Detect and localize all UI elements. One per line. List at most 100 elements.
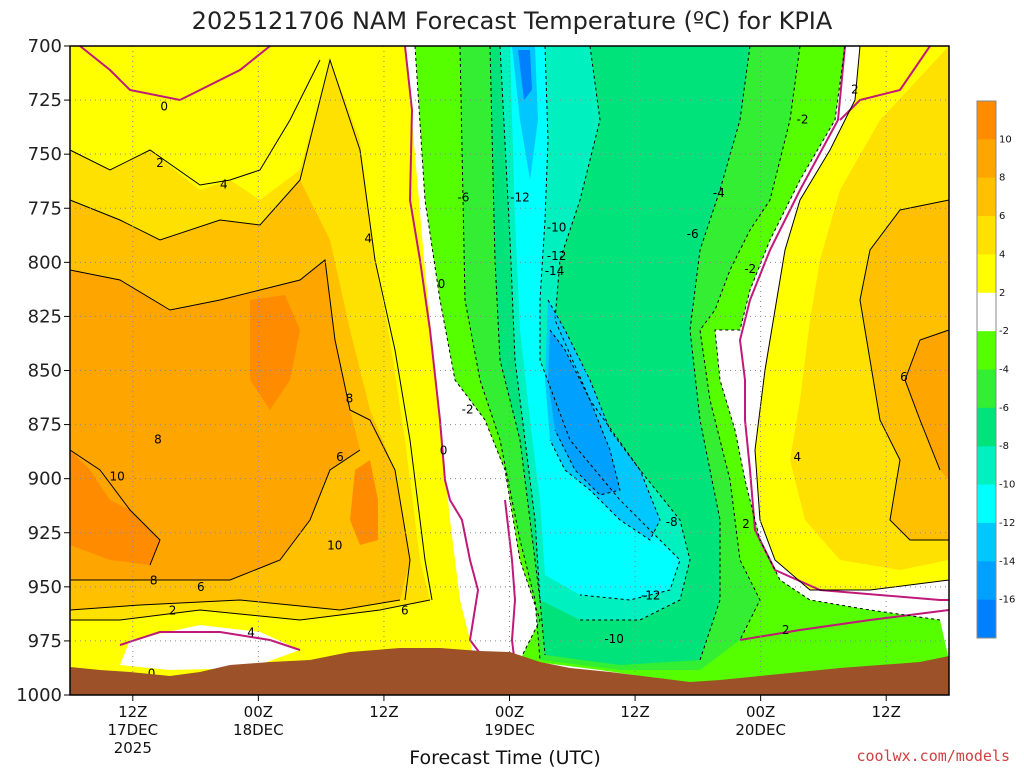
colorbar-swatch bbox=[977, 599, 996, 639]
contour-label: 2 bbox=[782, 623, 790, 637]
contour-label: 0 bbox=[160, 100, 168, 114]
x-tick-label: 00Z bbox=[244, 703, 273, 721]
contour-label: -10 bbox=[604, 632, 624, 646]
warm-region-10c bbox=[70, 450, 160, 565]
contour-label: 4 bbox=[364, 232, 372, 246]
x-tick-label: 12Z bbox=[369, 703, 398, 721]
colorbar-swatch bbox=[977, 254, 996, 294]
contour-label: 4 bbox=[247, 625, 255, 639]
cold-region-14c-b bbox=[545, 300, 660, 540]
negative-contours bbox=[414, 45, 941, 661]
contour-label: -4 bbox=[713, 186, 725, 200]
contour-neg4-right bbox=[699, 45, 801, 641]
colorbar-swatch bbox=[977, 561, 996, 601]
contour-neg10 bbox=[539, 45, 681, 601]
colorbar-label: 2 bbox=[999, 288, 1005, 299]
colorbar-swatch bbox=[977, 522, 996, 562]
colorbar-swatch bbox=[977, 407, 996, 447]
x-tick-label: 2025 bbox=[114, 739, 152, 757]
contour-label: 6 bbox=[197, 580, 205, 594]
colorbar-swatch bbox=[977, 139, 996, 179]
colorbar-label: -6 bbox=[999, 403, 1009, 414]
contour-6c-low bbox=[69, 599, 401, 611]
contour-label: 6 bbox=[401, 604, 409, 618]
cold-region-14c bbox=[512, 46, 538, 180]
contour-neg8-right bbox=[554, 45, 691, 621]
contour-label: -12 bbox=[510, 190, 530, 204]
colorbar-label: 8 bbox=[999, 173, 1005, 184]
colorbar-frame bbox=[976, 100, 997, 639]
colorbar: 10 8 6 4 2 -2 -4 -6 -8 -10 -12 -14 -16 bbox=[976, 100, 1015, 639]
zero-line-mid bbox=[504, 499, 517, 666]
contour-label: 8 bbox=[150, 573, 158, 587]
x-axis-title: Forecast Time (UTC) bbox=[409, 747, 600, 768]
colorbar-label: -12 bbox=[999, 518, 1015, 529]
colorbar-label: -8 bbox=[999, 441, 1009, 452]
contour-neg4 bbox=[459, 45, 541, 661]
contour-neg6 bbox=[489, 45, 546, 656]
contour-8c bbox=[69, 449, 161, 566]
colorbar-swatch bbox=[977, 331, 996, 370]
contour-label: -6 bbox=[687, 227, 699, 241]
colorbar-swatch bbox=[977, 446, 996, 486]
x-tick-label: 18DEC bbox=[233, 721, 284, 739]
contour-label: 10 bbox=[327, 539, 342, 553]
colorbar-label: -2 bbox=[999, 326, 1009, 337]
contour-label: 2 bbox=[156, 156, 164, 170]
zero-line-surface bbox=[119, 631, 301, 651]
colorbar-swatch bbox=[977, 292, 996, 332]
contour-4c bbox=[69, 58, 433, 601]
zero-line-left bbox=[404, 45, 486, 661]
y-tick-label: 950 bbox=[28, 577, 62, 598]
contour-label: -12 bbox=[547, 249, 567, 263]
y-tick-label: 775 bbox=[28, 198, 62, 219]
warm-region-right-8c bbox=[905, 330, 949, 480]
contour-label: 0 bbox=[148, 666, 156, 680]
y-tick-label: 800 bbox=[28, 252, 62, 273]
colorbar-label: -4 bbox=[999, 365, 1009, 376]
grid-lines bbox=[70, 46, 949, 695]
contour-neg6-right bbox=[689, 45, 751, 661]
contour-label: -6 bbox=[457, 190, 469, 204]
colorbar-label: 4 bbox=[999, 249, 1005, 260]
cold-region-16c-b bbox=[518, 50, 532, 100]
colorbar-swatch bbox=[977, 216, 996, 255]
contour-right-6c bbox=[904, 329, 950, 471]
x-tick-label: 17DEC bbox=[107, 721, 158, 739]
y-tick-label: 875 bbox=[28, 415, 62, 436]
contour-label: -14 bbox=[545, 264, 565, 278]
contour-4c-low bbox=[70, 599, 431, 621]
contour-neg2 bbox=[414, 45, 541, 661]
y-tick-label: 725 bbox=[28, 90, 62, 111]
x-tick-label: 12Z bbox=[620, 703, 649, 721]
x-tick-label: 20DEC bbox=[735, 721, 786, 739]
contour-label: 6 bbox=[900, 370, 908, 384]
contour-label: 8 bbox=[346, 392, 354, 406]
terrain-surface bbox=[70, 648, 949, 695]
colorbar-label: -14 bbox=[999, 556, 1015, 567]
contour-neg12 bbox=[547, 299, 661, 541]
x-tick-label: 00Z bbox=[495, 703, 524, 721]
colorbar-swatch bbox=[977, 177, 996, 217]
y-tick-label: 825 bbox=[28, 306, 62, 327]
x-tick-label: 12Z bbox=[118, 703, 147, 721]
contour-label: 8 bbox=[154, 433, 162, 447]
y-tick-label: 925 bbox=[28, 523, 62, 544]
zero-line-surface-right bbox=[739, 609, 950, 641]
colorbar-label: 6 bbox=[999, 211, 1005, 222]
zero-isotherms bbox=[79, 45, 950, 666]
y-tick-label: 900 bbox=[28, 469, 62, 490]
y-tick-label: 850 bbox=[28, 361, 62, 382]
warm-region-10c-b bbox=[250, 295, 300, 410]
y-tick-label: 700 bbox=[28, 36, 62, 57]
contour-label: 10 bbox=[109, 470, 124, 484]
y-tick-label: 1000 bbox=[16, 685, 62, 706]
colorbar-label: -16 bbox=[999, 595, 1015, 606]
contour-6c bbox=[69, 259, 411, 601]
y-tick-label: 975 bbox=[28, 631, 62, 652]
colorbar-swatch bbox=[977, 484, 996, 524]
chart-title: 2025121706 NAM Forecast Temperature (ºC)… bbox=[192, 7, 833, 35]
